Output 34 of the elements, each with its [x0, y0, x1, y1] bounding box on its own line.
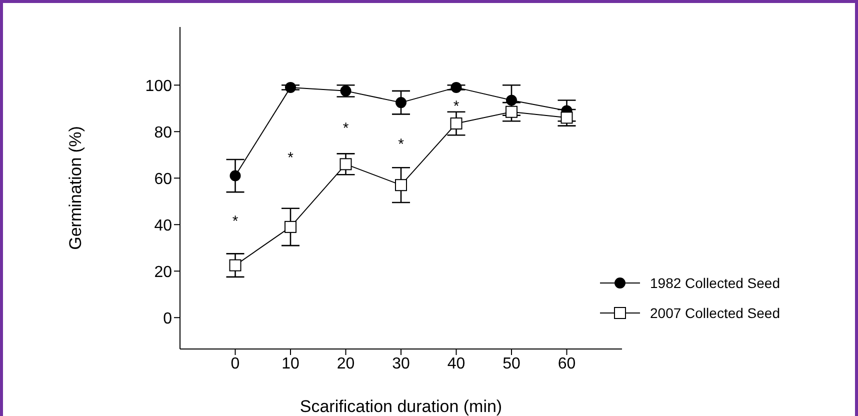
x-tick-label: 50: [502, 355, 520, 372]
x-tick-label: 40: [447, 355, 466, 372]
x-tick-label: 60: [558, 355, 576, 372]
point: [506, 94, 517, 106]
annotation: *: [398, 136, 404, 154]
annotation: *: [342, 120, 349, 137]
x-axis-title: Scarification duration (min): [300, 397, 502, 416]
x-tick-label: 10: [282, 355, 300, 372]
point: [395, 179, 407, 192]
y-tick-label: 80: [154, 124, 172, 142]
legend-label: 1982 Collected Seed: [650, 275, 780, 291]
x-tick-label: 20: [336, 355, 355, 372]
annotation: *: [232, 212, 238, 230]
point: [285, 82, 296, 93]
point: [396, 97, 406, 108]
point: [450, 82, 462, 93]
annotation: *: [288, 150, 294, 167]
x-tick-label: 0: [230, 355, 240, 372]
point: [506, 106, 518, 118]
y-tick-label: 0: [163, 310, 172, 328]
legend-label: 2007 Collected Seed: [650, 305, 780, 321]
y-tick-label: 20: [154, 264, 172, 281]
point: [229, 259, 242, 272]
point: [230, 170, 241, 182]
y-tick-label: 100: [145, 78, 172, 95]
y-axis-title: Germination (%): [66, 126, 86, 250]
x-tick-label: 30: [392, 355, 410, 372]
y-tick-label: 60: [154, 170, 172, 188]
annotation: *: [453, 98, 460, 115]
y-tick-label: 40: [154, 217, 172, 234]
point: [340, 158, 352, 170]
point: [340, 85, 352, 96]
point: [284, 220, 296, 233]
point: [450, 117, 462, 130]
